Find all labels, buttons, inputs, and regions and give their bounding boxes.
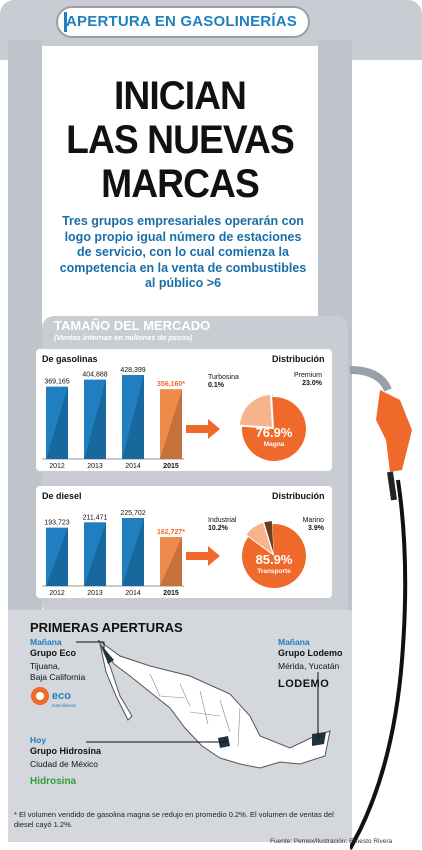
diesel-pie-title: Distribución	[272, 491, 325, 501]
eco-day: Mañana	[30, 637, 62, 647]
gasoline-pie-label-turbosina: Turbosina	[208, 374, 239, 381]
source: Fuente: Pemex/Ilustración: Ernesto River…	[270, 838, 393, 845]
hidrosina-place: Ciudad de México	[30, 759, 99, 769]
headline-line-3: MARCAS	[101, 162, 260, 206]
eco-place-1: Tijuana,	[30, 661, 60, 671]
diesel-tick-label-2015: 2015	[163, 590, 179, 597]
footnote: * El volumen vendido de gasolina magna s…	[14, 810, 334, 829]
gasoline-tick-label-2014: 2014	[125, 463, 141, 470]
eco-logo: eco Gasolineras	[31, 687, 77, 708]
market-title: TAMAÑO DEL MERCADO	[54, 318, 211, 333]
diesel-pie-slice-industrial	[246, 522, 273, 554]
diesel-bar-2014	[122, 518, 144, 586]
gasoline-bar-2015	[160, 389, 182, 459]
headline-panel	[42, 46, 318, 306]
kicker-tag	[56, 6, 310, 38]
diesel-pie-label-industrial: Industrial	[208, 517, 237, 524]
diesel-charts-svg: 193,723 2012 211,471 2013 225,702 2014 162,727…	[42, 510, 325, 597]
fuel-nozzle-icon	[350, 366, 412, 850]
footnote-panel	[8, 806, 352, 842]
diesel-pie-value-marino: 3.9%	[308, 525, 325, 532]
lodemo-day: Mañana	[278, 637, 310, 647]
subtitle: Tres grupos empresariales operarán con l…	[59, 214, 307, 290]
headline-line-2: LAS NUEVAS	[66, 118, 295, 162]
kicker-bar	[64, 12, 67, 32]
gasoline-tick-label-2015: 2015	[163, 463, 179, 470]
gasoline-pie-value-magna: 76.9%	[256, 425, 293, 440]
diesel-pie-label-marino: Marino	[303, 517, 325, 524]
gasoline-pie-slice-magna	[242, 397, 306, 461]
diesel-bar-2013	[84, 522, 106, 586]
gasoline-pie-label-premium: Premium	[294, 372, 322, 379]
diesel-arrow	[186, 546, 220, 566]
hidrosina-group: Grupo Hidrosina	[30, 746, 102, 756]
gasoline-value-label-2015: 356,160*	[157, 381, 185, 388]
diesel-bar-shade-2013	[84, 522, 106, 586]
gasoline-bar-2013	[84, 379, 106, 459]
lodemo-logo: LODEMO	[278, 678, 330, 690]
eco-logo-text: eco	[52, 690, 71, 702]
lodemo-group: Grupo Lodemo	[278, 648, 343, 658]
gasoline-value-label-2014: 428,399	[120, 367, 145, 374]
diesel-bar-2015	[160, 536, 182, 586]
diesel-pie-slice-transporte	[242, 524, 307, 588]
gasoline-charts-svg: 369,165 2012 404,888 2013 428,399 2014 356,160…	[42, 367, 323, 470]
gasoline-arrow	[186, 419, 220, 439]
diesel-bar-2012	[46, 527, 68, 586]
gasoline-pie-value-turbosina: 0.1%	[208, 382, 225, 389]
gasoline-bar-2012	[46, 386, 68, 459]
gasoline-tick-label-2012: 2012	[49, 463, 65, 470]
gasoline-pie-slice-premium	[239, 394, 272, 427]
gasoline-bar-2014	[122, 375, 144, 459]
diesel-value-label-2013: 211,471	[83, 514, 108, 521]
diesel-value-label-2014: 225,702	[120, 510, 145, 517]
gasoline-pie-value-premium: 23.0%	[302, 380, 323, 387]
diesel-bar-shade-2014	[122, 518, 144, 586]
eco-place-2: Baja California	[30, 672, 86, 682]
gasoline-value-label-2013: 404,888	[82, 372, 107, 379]
gasoline-bar-shade-2014	[122, 375, 144, 459]
gasoline-tick-label-2013: 2013	[87, 463, 103, 470]
eco-logo-sub: Gasolineras	[52, 703, 77, 708]
gasoline-value-label-2012: 369,165	[44, 379, 69, 386]
market-subtitle: (Ventas internas en millones de pesos)	[54, 333, 193, 342]
eco-group: Grupo Eco	[30, 648, 77, 658]
mexico-map	[97, 639, 331, 769]
gasoline-pie-title: Distribución	[272, 354, 325, 364]
lodemo-place: Mérida, Yucatán	[278, 661, 340, 671]
openings-title: PRIMERAS APERTURAS	[30, 620, 183, 635]
diesel-value-label-2012: 193,723	[44, 520, 69, 527]
gasoline-bar-shade-2015	[160, 389, 182, 459]
kicker: APERTURA EN GASOLINERÍAS	[66, 13, 297, 30]
diesel-pie-slice-marino	[264, 521, 274, 554]
gasoline-chart-title: De gasolinas	[42, 354, 98, 364]
diesel-chart-title: De diesel	[42, 491, 82, 501]
diesel-tick-label-2013: 2013	[87, 590, 103, 597]
gasoline-pie-slice-turbosina	[272, 394, 274, 427]
diesel-tick-label-2012: 2012	[49, 590, 65, 597]
diesel-pie-value-industrial: 10.2%	[208, 525, 229, 532]
diesel-tick-label-2014: 2014	[125, 590, 141, 597]
headline-line-1: INICIAN	[114, 74, 247, 118]
diesel-value-label-2015: 162,727*	[157, 529, 185, 536]
hidrosina-logo: Hidrosina	[30, 776, 77, 787]
diesel-pie-value-transporte: 85.9%	[256, 552, 293, 567]
gasoline-pie-label-magna: Magna	[264, 441, 285, 448]
hidrosina-day: Hoy	[30, 735, 47, 745]
diesel-pie-label-transporte: Transporte	[257, 568, 291, 575]
